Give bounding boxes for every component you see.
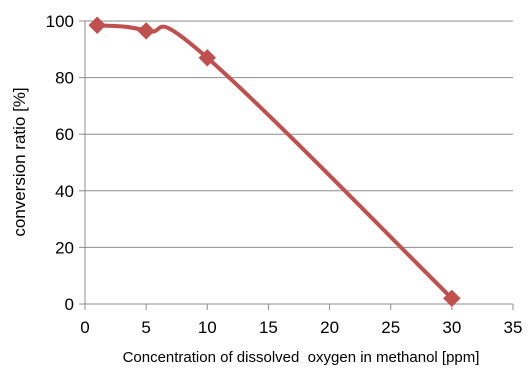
x-axis-label: Concentration of dissolved oxygen in met…: [123, 349, 480, 366]
y-tick-label: 20: [55, 238, 74, 257]
x-tick-label: 15: [259, 318, 278, 337]
x-tick-label: 30: [442, 318, 461, 337]
x-tick-labels: 0 5 10 15 20 25 30 35: [80, 318, 522, 337]
x-tick-label: 25: [381, 318, 400, 337]
y-tick-label: 0: [65, 295, 74, 314]
axes: [79, 20, 514, 310]
gridlines: [85, 20, 513, 248]
data-point: [137, 22, 155, 40]
data-point: [198, 49, 216, 67]
x-tick-label: 10: [198, 318, 217, 337]
series-line: [95, 23, 454, 301]
y-tick-labels: 0 20 40 60 80 100: [46, 12, 74, 314]
y-tick-label: 60: [55, 125, 74, 144]
data-point: [443, 289, 461, 308]
x-tick-label: 35: [504, 318, 523, 337]
y-tick-label: 80: [55, 69, 74, 88]
series-group: [88, 16, 461, 308]
data-point: [88, 16, 106, 34]
y-tick-label: 40: [55, 182, 74, 201]
x-tick-label: 5: [141, 318, 150, 337]
y-axis-label: conversion ratio [%]: [10, 87, 29, 236]
y-tick-label: 100: [46, 12, 74, 31]
x-tick-label: 0: [80, 318, 89, 337]
x-tick-label: 20: [320, 318, 339, 337]
